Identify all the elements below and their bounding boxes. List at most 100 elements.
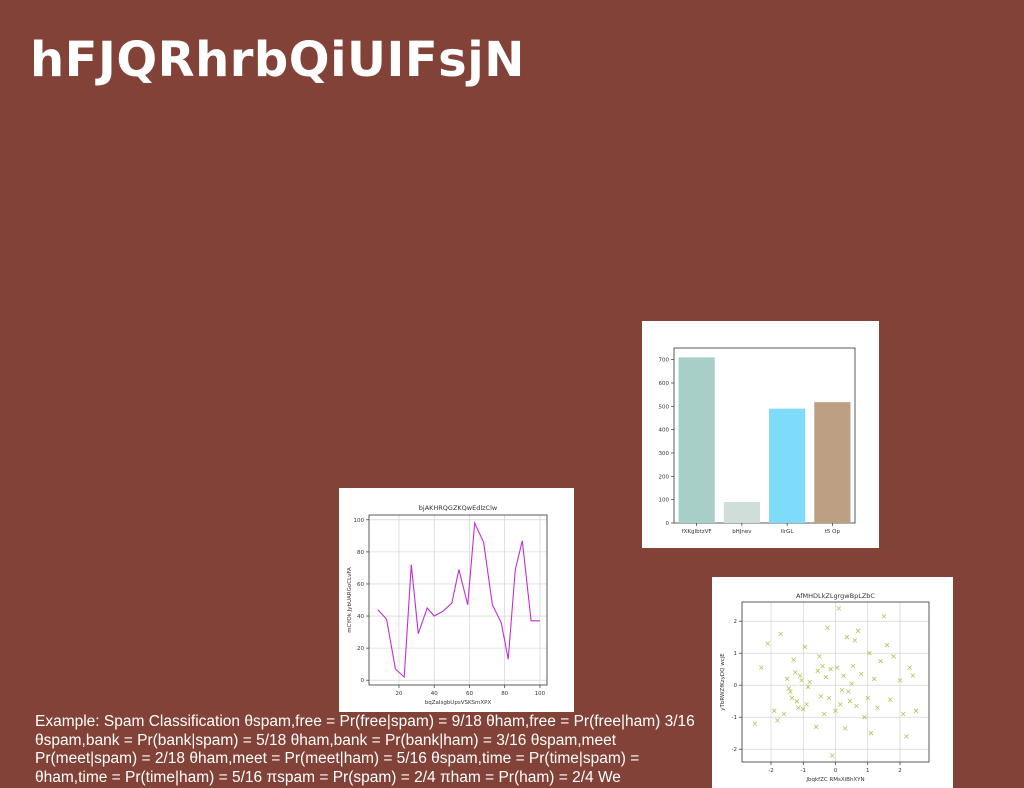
scatter-point <box>759 665 764 670</box>
x-tick-label: 40 <box>431 691 438 697</box>
y-tick-label: 40 <box>357 614 364 620</box>
bar-chart: 0 100 200 300 400 500 600 700 fXKgIbtzVF bHJnev lI… <box>659 347 856 535</box>
scatter-point <box>878 658 883 664</box>
scatter-point <box>781 711 787 717</box>
scatter-point <box>844 634 850 640</box>
scatter-point <box>794 698 800 704</box>
scatter-point <box>855 628 861 634</box>
scatter-point <box>821 711 827 717</box>
chart-title: bjAKHRQGZKQwEdlzClw <box>419 504 498 512</box>
x-tick-label: 60 <box>466 691 473 697</box>
scatter-point <box>841 673 846 678</box>
scatter-point <box>805 684 811 690</box>
scatter-point <box>847 698 853 704</box>
scatter-point <box>807 679 812 685</box>
scatter-point <box>818 694 824 699</box>
y-tick-label: 600 <box>659 381 670 387</box>
scatter-point <box>796 705 801 710</box>
scatter-point <box>813 724 819 730</box>
y-tick-label: 100 <box>659 498 670 504</box>
x-tick-label: t5 Op <box>825 529 841 535</box>
x-tick-label: -1 <box>801 768 806 774</box>
x-tick-label: 2 <box>898 768 902 774</box>
scatter-point <box>888 697 893 702</box>
scatter-point <box>871 676 877 682</box>
scatter-point <box>775 718 780 723</box>
scatter-point <box>802 644 808 650</box>
scatter-point <box>791 657 796 662</box>
scatter-chart-image: AfMHDLkZLgrgwBpLZbC -2 -1 0 1 2 -2 -1 0 1 2 JbqkfZC… <box>712 577 953 788</box>
scatter-point <box>846 689 851 694</box>
slide-title: hFJQRhrbQiUIFsjN <box>30 32 525 88</box>
y-tick-label: 500 <box>659 404 670 410</box>
bar <box>678 357 715 523</box>
scatter-point <box>838 702 843 707</box>
y-tick-label: 200 <box>659 474 670 480</box>
scatter-point <box>910 673 916 678</box>
scatter-point <box>907 665 912 670</box>
y-tick-label: 300 <box>659 451 670 457</box>
scatter-point <box>913 708 919 714</box>
line-chart-image: bjAKHRQGZKQwEdlzClw 20 40 60 80 100 0 20 40 60 80 1… <box>339 488 574 712</box>
x-tick-label: 80 <box>501 691 508 697</box>
y-tick-label: 1 <box>734 651 738 657</box>
scatter-point <box>862 714 867 720</box>
scatter-point <box>900 711 906 717</box>
scatter-point <box>797 673 803 678</box>
scatter-point <box>771 708 777 714</box>
y-tick-label: 80 <box>357 550 364 556</box>
scatter-point <box>854 703 859 709</box>
scatter-point <box>867 650 872 656</box>
scatter-point <box>792 670 798 675</box>
y-tick-label: 0 <box>734 683 738 689</box>
y-tick-label: 100 <box>354 518 365 524</box>
scatter-point <box>897 678 903 683</box>
x-tick-label: -2 <box>768 768 773 774</box>
scatter-point <box>839 687 845 693</box>
scatter-point <box>875 705 880 710</box>
y-tick-label: 700 <box>659 358 670 364</box>
y-tick-label: 400 <box>659 428 670 434</box>
scatter-point <box>852 638 858 643</box>
y-tick-label: 20 <box>357 646 364 652</box>
scatter-point <box>752 721 758 726</box>
x-tick-label: 0 <box>834 768 838 774</box>
scatter-point <box>815 668 821 674</box>
scatter-point <box>836 606 842 611</box>
x-tick-label: 20 <box>395 691 402 697</box>
y-tick-label: -2 <box>732 747 737 753</box>
bar <box>814 402 851 523</box>
x-tick-label: 1 <box>866 768 870 774</box>
scatter-point <box>786 686 792 691</box>
y-tick-label: -1 <box>732 715 737 721</box>
scatter-point <box>789 695 795 701</box>
y-tick-label: 2 <box>734 619 738 625</box>
scatter-point <box>817 654 822 659</box>
scatter-point <box>778 631 783 637</box>
scatter-chart: AfMHDLkZLgrgwBpLZbC -2 -1 0 1 2 -2 -1 0 1 2 JbqkfZC… <box>720 592 930 783</box>
y-axis-label: mCYOk JybUARGoCLvFA <box>347 567 353 633</box>
x-axis-label: bqZaIsgbUpsVSKSmXPX <box>425 700 492 706</box>
scatter-point <box>850 663 856 669</box>
scatter-point <box>833 708 838 714</box>
y-tick-label: 60 <box>357 582 364 588</box>
plot-frame <box>741 601 930 763</box>
x-tick-label: bHJnev <box>732 529 752 535</box>
y-axis-label: yTbRWZfKzyDQ wcjE <box>720 653 726 711</box>
plot-frame <box>673 347 856 524</box>
scatter-point <box>881 614 887 619</box>
scatter-point <box>823 674 829 680</box>
scatter-point <box>904 734 909 739</box>
x-tick-label: lIrGL <box>781 529 795 535</box>
scatter-point <box>804 702 809 707</box>
bar <box>723 502 760 523</box>
y-tick-label: 0 <box>361 678 365 684</box>
slide-body-text: Example: Spam Classification θspam,free … <box>35 713 695 786</box>
scatter-point <box>800 706 806 712</box>
x-tick-label: fXKgIbtzVF <box>682 529 712 535</box>
scatter-point <box>859 671 864 677</box>
scatter-point <box>825 625 830 630</box>
bar-chart-image: 0 100 200 300 400 500 600 700 fXKgIbtzVF bHJnev lI… <box>642 321 879 548</box>
scatter-point <box>826 695 832 701</box>
scatter-point <box>834 665 840 670</box>
